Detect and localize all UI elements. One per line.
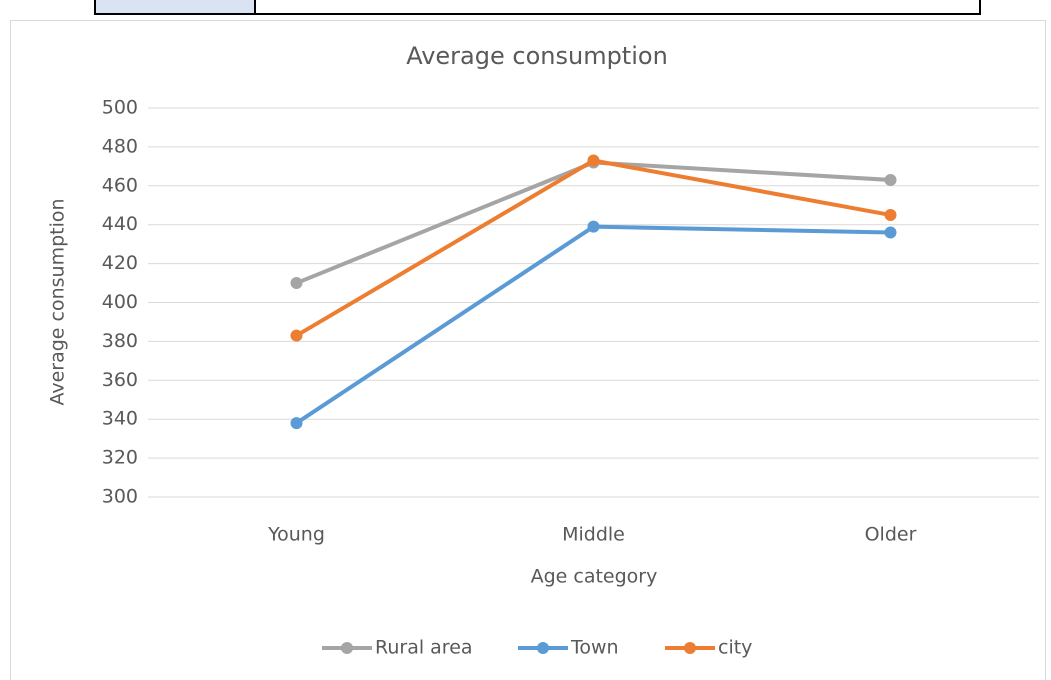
legend-marker (537, 642, 549, 654)
legend-label: Town (570, 637, 619, 659)
y-tick-label: 320 (102, 447, 138, 469)
x-tick-label: Older (865, 524, 917, 546)
x-tick-label: Young (267, 524, 325, 546)
y-tick-label: 480 (102, 135, 138, 157)
y-tick-label: 340 (102, 408, 138, 430)
x-axis-label: Age category (531, 566, 658, 588)
data-point (290, 277, 303, 290)
y-tick-label: 460 (102, 174, 138, 196)
y-axis-label: Average consumption (47, 198, 69, 405)
y-tick-label: 440 (102, 213, 138, 235)
table-cell (254, 0, 981, 15)
legend-label: Rural area (375, 637, 473, 659)
data-point (587, 154, 600, 167)
y-tick-label: 380 (102, 330, 138, 352)
y-tick-label: 420 (102, 252, 138, 274)
table-cell (94, 0, 256, 15)
data-point (290, 417, 303, 430)
legend-marker (341, 642, 353, 654)
data-point (587, 220, 600, 233)
x-tick-label: Middle (562, 524, 625, 546)
chart-area (10, 20, 1046, 680)
legend-marker (684, 642, 696, 654)
y-tick-label: 360 (102, 369, 138, 391)
chart-title: Average consumption (406, 42, 668, 70)
data-point (884, 208, 897, 221)
y-tick-label: 300 (102, 486, 138, 508)
y-tick-label: 500 (102, 97, 138, 119)
data-point (884, 226, 897, 239)
data-point (884, 173, 897, 186)
legend-label: city (718, 637, 752, 659)
data-point (290, 329, 303, 342)
y-tick-label: 400 (102, 291, 138, 313)
